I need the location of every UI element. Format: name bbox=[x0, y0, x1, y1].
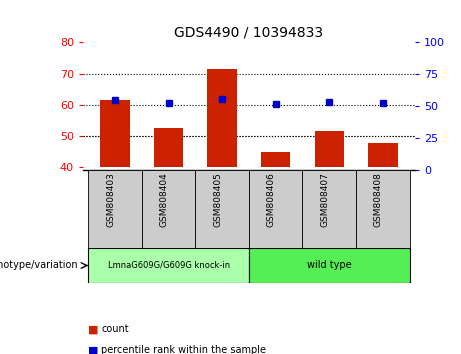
Text: LmnaG609G/G609G knock-in: LmnaG609G/G609G knock-in bbox=[107, 261, 230, 270]
Bar bbox=[302, 170, 356, 248]
Bar bbox=[207, 69, 237, 167]
Text: ■: ■ bbox=[88, 346, 98, 354]
Text: GSM808403: GSM808403 bbox=[106, 172, 115, 227]
Text: percentile rank within the sample: percentile rank within the sample bbox=[101, 346, 266, 354]
Bar bbox=[261, 152, 290, 167]
Bar bbox=[249, 170, 302, 248]
Bar bbox=[142, 170, 195, 248]
Bar bbox=[195, 170, 249, 248]
Text: GSM808407: GSM808407 bbox=[320, 172, 329, 227]
Text: genotype/variation: genotype/variation bbox=[0, 261, 78, 270]
Text: GSM808406: GSM808406 bbox=[267, 172, 276, 227]
Bar bbox=[356, 170, 409, 248]
Text: count: count bbox=[101, 324, 129, 334]
Bar bbox=[314, 131, 344, 167]
Bar bbox=[89, 170, 142, 248]
Text: GSM808408: GSM808408 bbox=[374, 172, 383, 227]
Bar bbox=[368, 143, 397, 167]
Bar bbox=[154, 128, 183, 167]
Bar bbox=[100, 100, 130, 167]
Title: GDS4490 / 10394833: GDS4490 / 10394833 bbox=[174, 26, 324, 40]
Text: ■: ■ bbox=[88, 324, 98, 334]
Text: GSM808404: GSM808404 bbox=[160, 172, 169, 227]
Text: wild type: wild type bbox=[307, 261, 352, 270]
Text: GSM808405: GSM808405 bbox=[213, 172, 222, 227]
Bar bbox=[89, 248, 249, 283]
Bar bbox=[249, 248, 409, 283]
